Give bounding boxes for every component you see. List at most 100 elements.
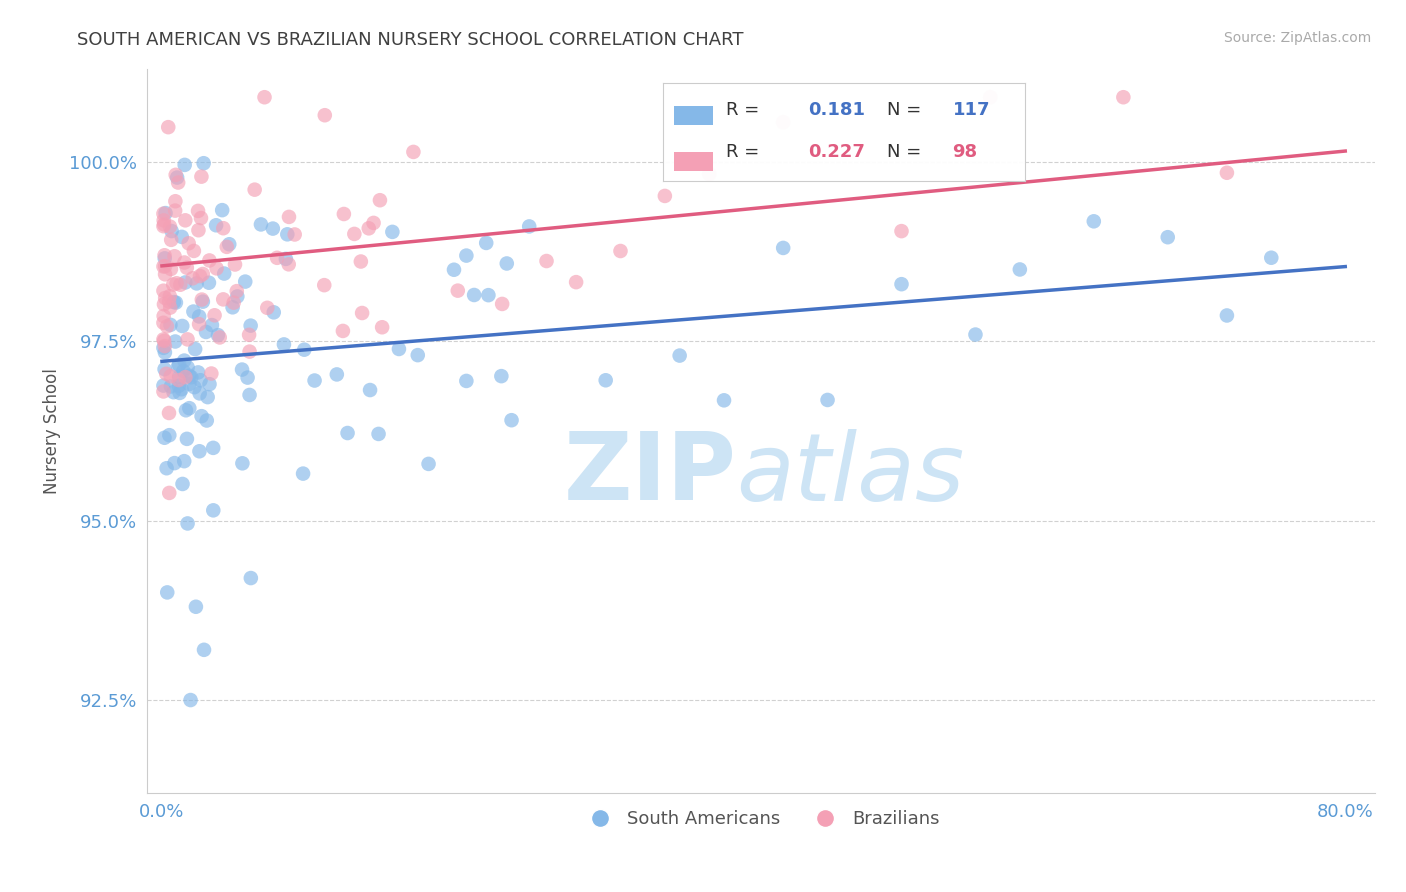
Point — [238, 327, 260, 342]
Point — [491, 369, 513, 384]
Point — [284, 227, 307, 242]
Point — [188, 444, 211, 458]
Point — [177, 236, 200, 251]
Point — [176, 360, 198, 375]
Point — [190, 373, 212, 387]
Point — [167, 369, 190, 384]
Point — [184, 342, 207, 356]
Point — [197, 390, 219, 404]
Point — [157, 294, 180, 309]
Point — [173, 158, 195, 172]
Point — [179, 401, 201, 416]
Point — [153, 297, 176, 311]
Point — [212, 221, 235, 235]
Point — [536, 254, 558, 268]
Point — [495, 256, 517, 270]
Point — [1083, 214, 1105, 228]
Point — [402, 145, 425, 159]
Point — [211, 203, 233, 218]
Point — [167, 378, 190, 392]
Text: ZIP: ZIP — [564, 428, 737, 520]
Text: Source: ZipAtlas.com: Source: ZipAtlas.com — [1223, 31, 1371, 45]
Point — [170, 230, 193, 244]
Point — [165, 334, 187, 349]
Point — [191, 294, 214, 309]
Point — [218, 237, 240, 252]
Point — [160, 224, 183, 238]
Point — [184, 599, 207, 614]
Point — [173, 353, 195, 368]
Point — [160, 262, 183, 277]
Point — [253, 90, 276, 104]
Point — [176, 432, 198, 446]
Point — [890, 277, 912, 292]
Point — [233, 275, 256, 289]
Point — [224, 258, 246, 272]
Point — [173, 255, 195, 269]
Point — [181, 271, 204, 285]
Point — [202, 441, 225, 455]
Point — [165, 203, 187, 218]
Point — [359, 383, 381, 397]
Point — [176, 516, 198, 531]
Point — [152, 316, 174, 330]
Point — [256, 301, 278, 315]
Point — [231, 362, 253, 376]
Point — [332, 324, 354, 338]
Point — [160, 233, 183, 247]
Point — [191, 293, 214, 307]
Point — [292, 343, 315, 357]
Point — [152, 207, 174, 221]
Point — [153, 291, 176, 305]
Point — [367, 426, 389, 441]
Point — [153, 218, 176, 232]
Point — [152, 213, 174, 227]
Point — [169, 277, 191, 292]
Point — [565, 275, 588, 289]
Point — [336, 425, 359, 440]
Point — [156, 585, 179, 599]
Point — [163, 295, 186, 310]
Point — [180, 693, 202, 707]
Point — [277, 257, 299, 271]
Point — [155, 461, 177, 475]
Point — [152, 309, 174, 323]
Point — [183, 380, 205, 394]
Point — [165, 168, 187, 182]
Point — [190, 211, 212, 225]
Point — [179, 376, 201, 391]
Point — [371, 320, 394, 334]
Point — [157, 120, 180, 135]
Point — [221, 301, 243, 315]
Point — [152, 219, 174, 234]
Point — [212, 267, 235, 281]
Legend: South Americans, Brazilians: South Americans, Brazilians — [575, 803, 948, 835]
Point — [153, 334, 176, 348]
Point — [160, 379, 183, 393]
Point — [463, 288, 485, 302]
Point — [155, 367, 177, 381]
Point — [262, 221, 284, 235]
Point — [772, 115, 794, 129]
Point — [890, 224, 912, 238]
Point — [167, 373, 190, 387]
Point — [169, 385, 191, 400]
Point — [191, 267, 214, 281]
Point — [343, 227, 366, 241]
Point — [188, 386, 211, 401]
Point — [163, 249, 186, 263]
Point — [201, 318, 224, 332]
Point — [190, 169, 212, 184]
Point — [172, 318, 194, 333]
Point — [713, 393, 735, 408]
Point — [165, 194, 187, 209]
Point — [152, 333, 174, 347]
Point — [153, 431, 176, 445]
Point — [179, 368, 201, 383]
Point — [152, 384, 174, 399]
Point — [263, 305, 285, 319]
Point — [1260, 251, 1282, 265]
Point — [187, 365, 209, 379]
Point — [173, 454, 195, 468]
Point — [159, 289, 181, 303]
